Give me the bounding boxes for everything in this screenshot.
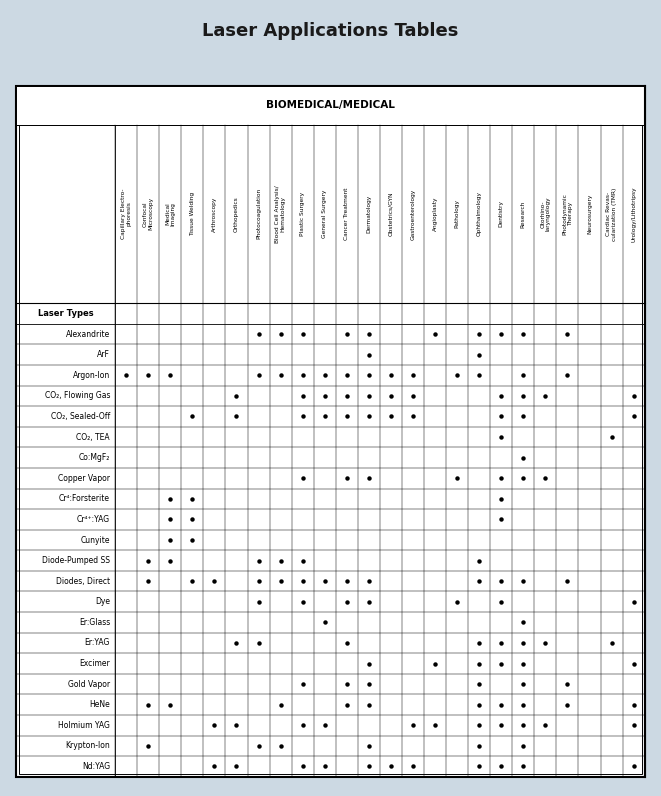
Text: Plastic Surgery: Plastic Surgery <box>300 192 305 236</box>
Text: Er:Glass: Er:Glass <box>79 618 110 627</box>
Text: Laser Applications Tables: Laser Applications Tables <box>202 22 459 41</box>
Text: Laser Types: Laser Types <box>38 309 94 318</box>
Text: Cancer Treatment: Cancer Treatment <box>344 188 349 240</box>
Text: Excimer: Excimer <box>79 659 110 668</box>
Text: Capillary Electro-
phoresis: Capillary Electro- phoresis <box>121 189 132 239</box>
Text: Neurosurgery: Neurosurgery <box>587 193 592 234</box>
Text: Orthopedics: Orthopedics <box>234 196 239 232</box>
Text: CO₂, Sealed-Off: CO₂, Sealed-Off <box>51 412 110 421</box>
Text: Nd:YAG: Nd:YAG <box>82 762 110 771</box>
Text: HeNe: HeNe <box>89 700 110 709</box>
Text: Holmium YAG: Holmium YAG <box>58 721 110 730</box>
Text: Obstetrics/GYN: Obstetrics/GYN <box>389 192 393 236</box>
Text: Tissue Welding: Tissue Welding <box>190 192 195 236</box>
Text: Cardiac Revas-
cularization (TMR): Cardiac Revas- cularization (TMR) <box>606 187 617 240</box>
Text: Angioplasty: Angioplasty <box>432 197 438 231</box>
Text: Copper Vapor: Copper Vapor <box>58 474 110 482</box>
Text: Cr⁴⁺:YAG: Cr⁴⁺:YAG <box>77 515 110 524</box>
Text: Diode-Pumped SS: Diode-Pumped SS <box>42 556 110 565</box>
Text: CO₂, Flowing Gas: CO₂, Flowing Gas <box>44 392 110 400</box>
Text: Cr⁴:Forsterite: Cr⁴:Forsterite <box>59 494 110 503</box>
Text: Gastroenterology: Gastroenterology <box>410 189 416 240</box>
Text: BIOMEDICAL/MEDICAL: BIOMEDICAL/MEDICAL <box>266 100 395 111</box>
Text: Otorhino-
laryngology: Otorhino- laryngology <box>540 197 551 232</box>
Text: Co:MgF₂: Co:MgF₂ <box>79 453 110 462</box>
Text: Dermatology: Dermatology <box>366 195 371 233</box>
Text: Dye: Dye <box>95 597 110 607</box>
Text: CO₂, TEA: CO₂, TEA <box>77 432 110 442</box>
Text: Er:YAG: Er:YAG <box>85 638 110 647</box>
Text: Medical
Imaging: Medical Imaging <box>165 202 175 226</box>
Text: Confocal
Microscopy: Confocal Microscopy <box>143 197 153 231</box>
Text: ArF: ArF <box>97 350 110 359</box>
Text: Argon-Ion: Argon-Ion <box>73 371 110 380</box>
Text: Diodes, Direct: Diodes, Direct <box>56 576 110 586</box>
Text: Research: Research <box>521 201 525 228</box>
Text: Krypton-Ion: Krypton-Ion <box>65 741 110 751</box>
Text: General Surgery: General Surgery <box>322 189 327 238</box>
Text: Gold Vapor: Gold Vapor <box>68 680 110 689</box>
Text: Blood Cell Analysis/
Hematology: Blood Cell Analysis/ Hematology <box>276 185 286 243</box>
Text: Alexandrite: Alexandrite <box>66 330 110 338</box>
Text: Cunyite: Cunyite <box>81 536 110 544</box>
Text: Ophthalmology: Ophthalmology <box>477 191 482 236</box>
Text: Photodynamic
Therapy: Photodynamic Therapy <box>563 193 572 235</box>
Text: Pathology: Pathology <box>455 200 459 228</box>
Text: Dentistry: Dentistry <box>499 201 504 228</box>
Text: Urology/Lithotripsy: Urology/Lithotripsy <box>631 186 636 242</box>
Text: Arthroscopy: Arthroscopy <box>212 197 217 232</box>
Text: Photocoagulation: Photocoagulation <box>256 189 261 240</box>
Bar <box>17 86 644 125</box>
